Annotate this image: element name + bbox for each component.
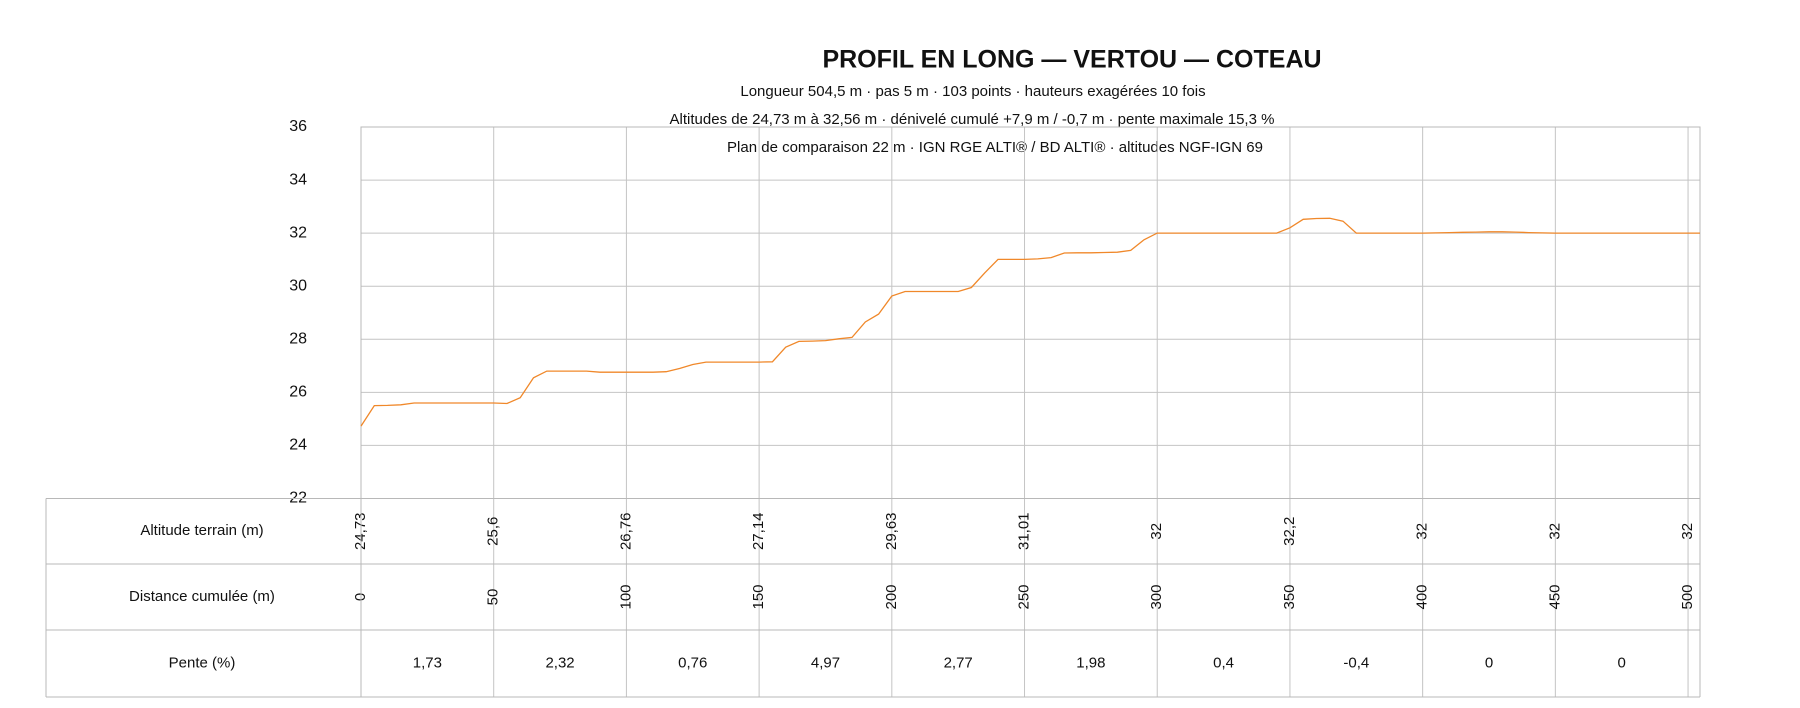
altitude-cell: 27,14 (750, 512, 767, 550)
altitude-cell: 32 (1414, 523, 1431, 540)
y-tick-label: 34 (289, 171, 307, 188)
y-tick-label: 30 (289, 277, 307, 294)
slope-cell: 1,73 (413, 654, 442, 671)
altitude-cell: 25,6 (485, 517, 502, 546)
altitude-cell: 26,76 (617, 512, 634, 550)
altitude-cell: 31,01 (1015, 512, 1032, 550)
slope-cell: 0,76 (678, 654, 707, 671)
y-tick-label: 26 (289, 384, 307, 401)
y-tick-label: 28 (289, 331, 307, 348)
x-tick-label: 50 (485, 589, 502, 606)
slope-cell: -0,4 (1343, 654, 1369, 671)
x-tick-label: 500 (1679, 584, 1696, 609)
chart-title: PROFIL EN LONG — VERTOU — COTEAU (822, 46, 1321, 74)
slope-cell: 1,98 (1076, 654, 1105, 671)
slope-cell: 2,77 (944, 654, 973, 671)
slope-cell: 0 (1618, 654, 1626, 671)
profile-line (360, 217, 1700, 427)
slope-cell: 0,4 (1213, 654, 1234, 671)
x-tick-label: 200 (883, 584, 900, 609)
altitude-cell: 32 (1546, 523, 1563, 540)
y-tick-label: 32 (289, 224, 307, 241)
x-tick-label: 350 (1281, 584, 1298, 609)
subtitle: Plan de comparaison 22 m · IGN RGE ALTI®… (727, 139, 1263, 156)
plot-frame (360, 126, 1701, 499)
row-label: Pente (%) (169, 654, 236, 671)
slope-cell: 4,97 (811, 654, 840, 671)
subtitle: Longueur 504,5 m · pas 5 m · 103 points … (740, 83, 1205, 100)
altitude-cell: 29,63 (883, 512, 900, 550)
altitude-cell: 32 (1148, 523, 1165, 540)
x-tick-label: 300 (1148, 584, 1165, 609)
y-tick-label: 36 (289, 118, 307, 135)
slope-cell: 0 (1485, 654, 1493, 671)
subtitle: Altitudes de 24,73 m à 32,56 m · dénivel… (670, 111, 1275, 128)
row-label: Distance cumulée (m) (129, 588, 275, 605)
altitude-cell: 32 (1679, 523, 1696, 540)
altitude-cell: 24,73 (352, 512, 369, 550)
altitude-cell: 32,2 (1281, 517, 1298, 546)
x-tick-label: 100 (617, 584, 634, 609)
x-tick-label: 400 (1414, 584, 1431, 609)
x-tick-label: 150 (750, 584, 767, 609)
slope-cell: 2,32 (545, 654, 574, 671)
x-tick-label: 450 (1546, 584, 1563, 609)
x-tick-label: 0 (352, 593, 369, 601)
x-tick-label: 250 (1015, 584, 1032, 609)
row-label: Altitude terrain (m) (140, 522, 263, 539)
y-tick-label: 24 (289, 437, 307, 454)
